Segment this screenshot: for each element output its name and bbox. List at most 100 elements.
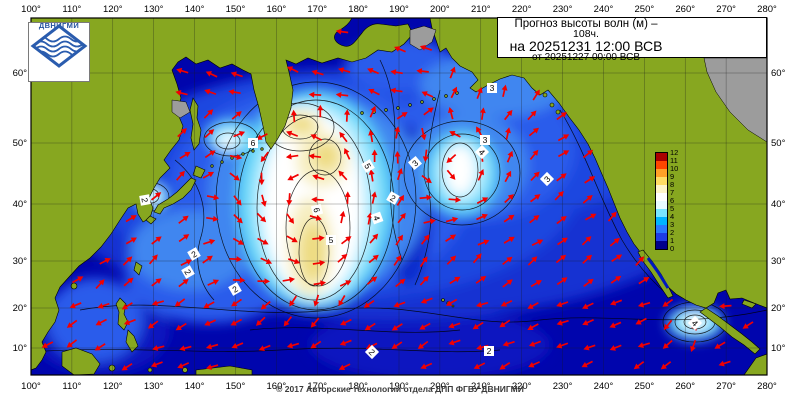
wave-direction-arrow: [585, 213, 597, 221]
wave-direction-arrow: [150, 361, 163, 368]
wave-direction-arrow: [310, 340, 322, 349]
wave-direction-arrow: [504, 194, 514, 204]
wave-direction-arrow: [339, 280, 352, 287]
svg-text:4: 4: [477, 147, 488, 158]
wave-direction-arrow: [366, 276, 378, 285]
svg-text:4: 4: [690, 318, 701, 329]
wave-direction-arrow: [285, 153, 299, 160]
wave-direction-arrow: [420, 234, 430, 245]
wave-direction-arrow: [476, 213, 488, 221]
lon-tick-label-bottom: 150°: [226, 381, 246, 392]
wave-direction-arrow: [450, 86, 458, 99]
lon-tick-label-bottom: 270°: [716, 381, 736, 392]
svg-text:3: 3: [490, 83, 495, 93]
wave-direction-arrow: [663, 319, 673, 331]
svg-text:2: 2: [231, 284, 240, 295]
colorbar-segment: [656, 233, 667, 241]
wave-direction-arrow: [260, 300, 271, 310]
wave-direction-arrow: [343, 148, 351, 160]
wave-direction-arrow: [479, 107, 486, 120]
wave-direction-arrow: [369, 233, 379, 244]
wave-direction-arrow: [527, 256, 538, 266]
contour-label: 5: [326, 235, 336, 245]
wave-direction-arrow: [176, 67, 189, 74]
wave-direction-arrow: [233, 214, 243, 224]
wave-direction-arrow: [204, 129, 215, 139]
wave-direction-arrow: [421, 174, 432, 184]
wave-direction-arrow: [125, 237, 137, 245]
colorbar-segment: [656, 225, 667, 233]
wave-direction-arrow: [207, 279, 220, 286]
lon-tick-label-bottom: 140°: [185, 381, 205, 392]
wave-direction-arrow: [260, 151, 269, 163]
contour-label: 4: [370, 211, 384, 225]
colorbar-tick-label: 3: [670, 220, 675, 229]
land-central-america: [699, 307, 761, 355]
wave-direction-arrows: [41, 28, 754, 371]
colorbar-segment: [656, 209, 667, 217]
contour-label: 2: [187, 247, 201, 261]
wave-direction-arrow: [290, 109, 297, 123]
wave-direction-arrow: [340, 318, 352, 326]
wave-direction-arrow: [475, 275, 487, 284]
wave-direction-arrow: [422, 149, 429, 163]
wave-direction-arrow: [419, 322, 431, 330]
wave-direction-arrow: [66, 319, 78, 328]
wave-direction-arrow: [175, 90, 188, 96]
wave-direction-arrow: [503, 214, 515, 223]
lat-tick-label-right: 10°: [771, 343, 786, 354]
wave-direction-arrow: [449, 276, 461, 285]
land-borneo: [61, 347, 101, 375]
wave-direction-arrow: [448, 322, 461, 329]
wave-direction-arrow: [335, 28, 349, 35]
wave-direction-arrow: [177, 128, 187, 138]
lat-tick-label-left: 30°: [13, 256, 28, 267]
wave-direction-arrow: [502, 279, 513, 288]
wave-direction-arrow: [123, 318, 136, 326]
wave-direction-arrow: [66, 339, 78, 348]
wave-direction-arrow: [391, 341, 403, 349]
wave-direction-arrow: [556, 215, 567, 225]
contour-label: 3: [407, 155, 423, 171]
wave-direction-arrow: [742, 321, 754, 329]
colorbar-tick-label: 11: [670, 156, 678, 165]
wave-direction-arrow: [556, 342, 569, 349]
wave-direction-arrow: [473, 362, 486, 369]
wave-direction-arrow: [231, 111, 242, 120]
wave-direction-arrow: [528, 127, 540, 137]
wave-direction-arrow: [476, 197, 489, 205]
wave-direction-arrow: [368, 169, 375, 182]
wave-direction-arrow: [308, 91, 322, 98]
wave-direction-arrow: [391, 323, 403, 331]
wave-direction-arrow: [179, 151, 191, 160]
wave-direction-arrow: [123, 277, 134, 287]
wave-direction-arrow: [310, 317, 320, 328]
wave-direction-arrow: [448, 339, 461, 346]
contour-label: 6: [310, 203, 324, 217]
contour-label: 2: [386, 191, 400, 205]
copyright-text: © 2017 Авторские технологии отдела ДПП Ф…: [276, 384, 524, 394]
svg-text:2: 2: [388, 193, 397, 204]
svg-text:5: 5: [362, 162, 373, 171]
wave-direction-arrow: [556, 301, 569, 308]
colorbar-tick-label: 12: [670, 148, 679, 157]
svg-text:2: 2: [487, 346, 492, 356]
wave-direction-arrow: [396, 167, 403, 181]
wave-direction-arrow: [204, 319, 216, 326]
lat-tick-label-left: 10°: [13, 343, 28, 354]
wave-direction-arrow: [423, 218, 436, 225]
land-asia: [31, 18, 414, 371]
lon-tick-label-top: 160°: [267, 4, 287, 15]
wave-direction-arrow: [288, 258, 301, 265]
wave-direction-arrow: [174, 298, 186, 307]
wave-direction-arrow: [531, 239, 544, 246]
wave-direction-arrow: [152, 345, 165, 351]
land-new-guinea: [195, 365, 253, 375]
contour-label: 5: [361, 159, 375, 173]
map-border: [30, 17, 768, 376]
wave-direction-arrow: [177, 362, 190, 369]
lon-tick-label-top: 170°: [307, 4, 327, 15]
wave-direction-arrow: [501, 84, 508, 98]
wave-direction-arrow: [257, 278, 270, 285]
wave-direction-arrow: [393, 301, 406, 308]
